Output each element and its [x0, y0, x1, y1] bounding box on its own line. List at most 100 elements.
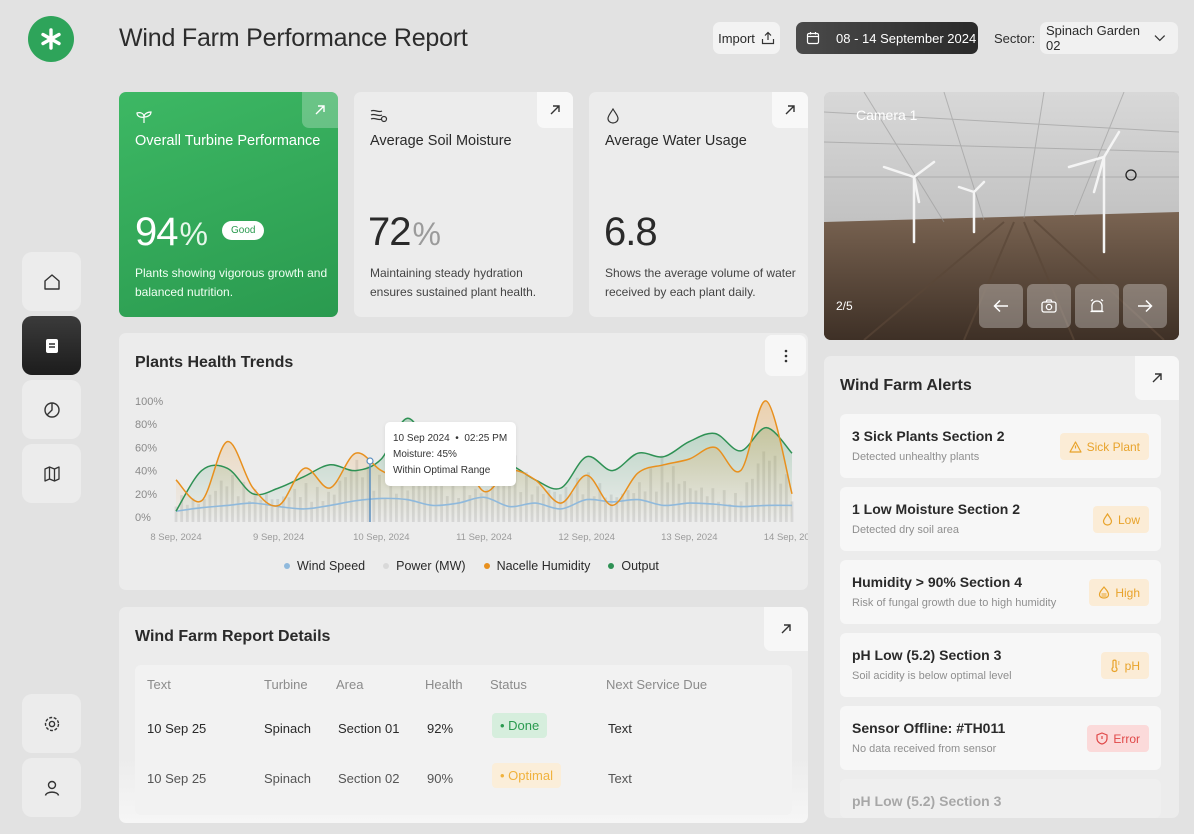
- cell-date: 10 Sep 25: [147, 721, 207, 736]
- stat-value: 72%: [368, 210, 441, 254]
- alerts-expand-button[interactable]: [1135, 356, 1179, 400]
- camera-feed[interactable]: Camera 1 2/5: [824, 92, 1179, 340]
- alert-item[interactable]: Sensor Offline: #TH011 No data received …: [840, 706, 1161, 770]
- camera-label: Camera 1: [856, 107, 918, 123]
- status-pill: • Done: [492, 713, 548, 738]
- y-tick-label: 0%: [135, 512, 151, 524]
- arrow-up-right-icon: [781, 624, 791, 634]
- series-line: [175, 496, 793, 512]
- alert-title: pH Low (5.2) Section 3: [852, 793, 1002, 809]
- cell-health: 92%: [427, 721, 454, 736]
- alert-item[interactable]: 3 Sick Plants Section 2 Detected unhealt…: [840, 414, 1161, 478]
- alert-item[interactable]: pH Low (5.2) Section 3 Soil acidity is b…: [840, 633, 1161, 697]
- expand-button[interactable]: [772, 92, 808, 128]
- stat-card-water-usage: [589, 92, 808, 317]
- camera-prev-button[interactable]: [979, 284, 1023, 328]
- alert-item[interactable]: Humidity > 90% Section 4 Risk of fungal …: [840, 560, 1161, 624]
- column-header[interactable]: Turbine: [264, 677, 308, 692]
- status-badge: Good: [222, 221, 265, 240]
- alerts-title: Wind Farm Alerts: [840, 377, 972, 394]
- legend-item[interactable]: Nacelle Humidity: [483, 559, 590, 573]
- camera-alarm-button[interactable]: [1075, 284, 1119, 328]
- trends-title: Plants Health Trends: [135, 354, 294, 371]
- sidebar-home-button[interactable]: [22, 252, 81, 311]
- stat-label: Average Water Usage: [605, 133, 747, 149]
- alert-title: 1 Low Moisture Section 2: [852, 501, 1021, 517]
- legend-label: Wind Speed: [297, 559, 366, 573]
- sidebar-settings-button[interactable]: [22, 694, 81, 753]
- sector-label: Sector:: [994, 31, 1036, 46]
- humidity-icon: [1099, 586, 1110, 599]
- app-logo[interactable]: [28, 16, 74, 62]
- water-drop-icon: [607, 108, 619, 124]
- tooltip-status: Within Optimal Range: [393, 465, 491, 476]
- legend-item[interactable]: Wind Speed: [284, 559, 365, 573]
- stat-description: Plants showing vigorous growth and balan…: [135, 266, 328, 299]
- x-tick-label: 14 Sep, 2024: [764, 532, 808, 543]
- import-label: Import: [718, 30, 755, 46]
- alert-item[interactable]: pH Low (5.2) Section 3: [840, 779, 1161, 818]
- arrow-up-right-icon: [315, 105, 325, 115]
- column-header[interactable]: Area: [336, 677, 364, 692]
- stat-description: Maintaining steady hydration ensures sus…: [370, 266, 537, 299]
- x-tick-label: 10 Sep, 2024: [353, 532, 410, 543]
- cell-date: 10 Sep 25: [147, 771, 207, 786]
- camera-snapshot-button[interactable]: [1027, 284, 1071, 328]
- cell-turbine: Spinach: [264, 771, 311, 786]
- legend-item[interactable]: Power (MW): [383, 559, 466, 573]
- stat-card-soil-moisture: [354, 92, 573, 317]
- sidebar-profile-button[interactable]: [22, 758, 81, 817]
- x-tick-label: 11 Sep, 2024: [456, 532, 512, 543]
- camera-next-button[interactable]: [1123, 284, 1167, 328]
- y-tick-label: 60%: [135, 442, 157, 454]
- tooltip-marker-point: [366, 457, 374, 465]
- water-drop-icon: [1102, 513, 1113, 526]
- y-tick-label: 80%: [135, 419, 157, 431]
- document-icon: [45, 338, 58, 353]
- sidebar-map-button[interactable]: [22, 444, 81, 503]
- sidebar-report-button[interactable]: [22, 316, 81, 375]
- chart-legend: Wind Speed Power (MW) Nacelle Humidity O…: [284, 559, 659, 573]
- page-title: Wind Farm Performance Report: [119, 24, 468, 52]
- import-button[interactable]: Import: [713, 22, 780, 54]
- alert-badge: High: [1089, 579, 1149, 606]
- more-vertical-icon: [784, 349, 787, 362]
- y-tick-label: 100%: [135, 396, 163, 408]
- arrow-right-icon: [1138, 299, 1153, 313]
- upload-icon: [761, 31, 775, 45]
- column-header[interactable]: Status: [490, 677, 527, 692]
- sidebar-analytics-button[interactable]: [22, 380, 81, 439]
- chevron-down-icon: [1154, 35, 1166, 42]
- column-header[interactable]: Text: [147, 677, 171, 692]
- expand-button[interactable]: [537, 92, 573, 128]
- x-tick-label: 12 Sep, 2024: [558, 532, 615, 543]
- sector-select[interactable]: Spinach Garden 02: [1040, 22, 1178, 54]
- alert-badge: Sick Plant: [1059, 433, 1149, 460]
- y-tick-label: 40%: [135, 466, 157, 478]
- x-tick-label: 13 Sep, 2024: [661, 532, 718, 543]
- alert-badge: pH: [1100, 652, 1149, 679]
- series-area: [176, 400, 792, 523]
- legend-item[interactable]: Output: [608, 559, 659, 573]
- alert-item[interactable]: 1 Low Moisture Section 2 Detected dry so…: [840, 487, 1161, 551]
- stat-description: Shows the average volume of water receiv…: [605, 266, 796, 299]
- legend-label: Power (MW): [396, 559, 466, 573]
- column-header[interactable]: Next Service Due: [606, 677, 708, 692]
- legend-dot: [608, 563, 615, 569]
- date-range-button[interactable]: 08 - 14 September 2024: [796, 22, 978, 54]
- alert-title: 3 Sick Plants Section 2: [852, 428, 1005, 444]
- expand-button[interactable]: [302, 92, 338, 128]
- arrow-up-right-icon: [1152, 373, 1162, 383]
- column-header[interactable]: Health: [425, 677, 463, 692]
- cell-next-service: Text: [608, 721, 632, 736]
- alert-title: Humidity > 90% Section 4: [852, 574, 1022, 590]
- alert-description: Risk of fungal growth due to high humidi…: [852, 597, 1057, 609]
- calendar-icon: [806, 32, 820, 45]
- arrow-up-right-icon: [785, 105, 795, 115]
- report-table: Text Turbine Area Health Status Next Ser…: [135, 665, 792, 815]
- alert-description: No data received from sensor: [852, 743, 997, 755]
- report-expand-button[interactable]: [764, 607, 808, 651]
- x-tick-label: 8 Sep, 2024: [150, 532, 201, 543]
- trends-more-button[interactable]: [765, 335, 806, 376]
- x-tick-label: 9 Sep, 2024: [253, 532, 304, 543]
